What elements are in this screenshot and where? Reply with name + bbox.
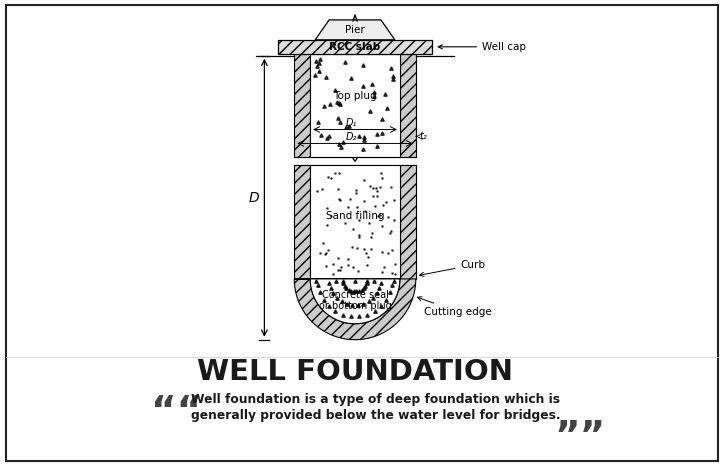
Bar [400,165,416,279]
Text: D: D [249,191,260,205]
Text: Sand filling: Sand filling [326,211,384,221]
Text: Well cap: Well cap [438,42,526,52]
Text: generally provided below the water level for bridges.: generally provided below the water level… [190,410,560,423]
Bar [310,165,400,279]
Bar [310,54,400,157]
Text: Top plug: Top plug [333,91,376,101]
Text: RCC slab: RCC slab [329,42,381,52]
Polygon shape [294,279,416,340]
Text: Cutting edge: Cutting edge [418,297,492,317]
Text: D₁: D₁ [345,118,357,128]
Polygon shape [310,279,400,324]
Text: D₂: D₂ [345,132,357,142]
Text: t₂: t₂ [420,132,428,141]
Bar [278,40,432,54]
Bar [294,54,310,157]
Polygon shape [315,20,395,40]
Text: Well foundation is a type of deep foundation which is: Well foundation is a type of deep founda… [190,394,560,407]
Text: Concrete seal
or bottom plug: Concrete seal or bottom plug [319,290,392,311]
Text: WELL FOUNDATION: WELL FOUNDATION [197,358,513,386]
Text: ““: ““ [151,395,202,432]
Bar [294,165,310,279]
Text: Pier: Pier [345,25,365,35]
Text: Curb: Curb [420,260,486,277]
Text: ””: ”” [555,419,605,457]
Bar [400,54,416,157]
